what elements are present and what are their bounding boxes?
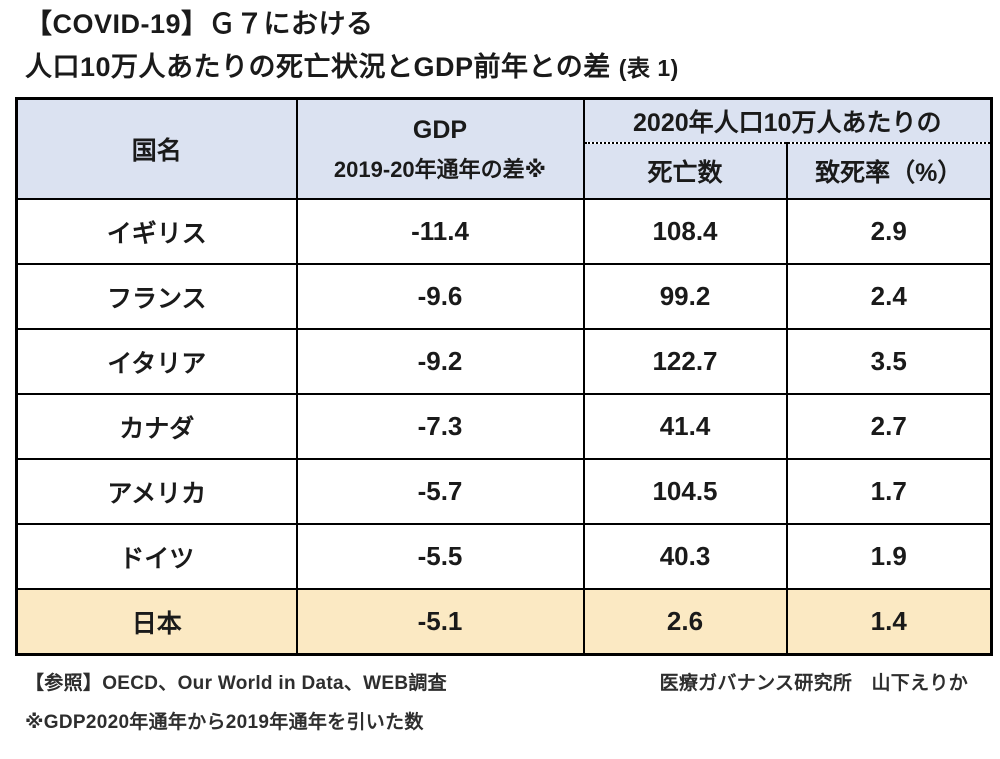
table-number-label: (表 1) [618,55,679,82]
title-line-2: 人口10万人あたりの死亡状況とGDP前年との差 (表 1) [25,51,1000,83]
table-row-uk: イギリス -11.4 108.4 2.9 [15,198,993,266]
country-cell: カナダ [15,393,298,461]
fatality-cell: 3.5 [785,328,993,396]
fatality-cell: 2.4 [785,263,993,331]
gdp-cell: -5.5 [295,523,585,591]
fatality-cell: 1.7 [785,458,993,526]
table-row-usa: アメリカ -5.7 104.5 1.7 [15,458,993,526]
gdp-cell: -5.1 [295,588,585,656]
gdp-footnote: ※GDP2020年通年から2019年通年を引いた数 [25,711,424,733]
table-row-canada: カナダ -7.3 41.4 2.7 [15,393,993,461]
country-cell: イギリス [15,198,298,266]
table-row-france: フランス -9.6 99.2 2.4 [15,263,993,331]
footer: 【参照】OECD、Our World in Data、WEB調査 医療ガバナンス… [25,668,968,695]
deaths-cell: 122.7 [582,328,788,396]
header-country: 国名 [15,97,298,201]
page-title: 【COVID-19】Ｇ７における 人口10万人あたりの死亡状況とGDP前年との差… [25,8,1000,84]
country-cell: イタリア [15,328,298,396]
gdp-cell: -9.2 [295,328,585,396]
covid-g7-table: 国名 GDP 2019-20年通年の差※ 2020年人口10万人あたりの 死亡数… [15,96,993,656]
header-gdp: GDP 2019-20年通年の差※ [295,97,585,201]
country-cell: アメリカ [15,458,298,526]
gdp-cell: -5.7 [295,458,585,526]
fatality-cell: 1.4 [785,588,993,656]
table-row-italy: イタリア -9.2 122.7 3.5 [15,328,993,396]
table-row-japan-highlighted: 日本 -5.1 2.6 1.4 [15,588,993,656]
gdp-cell: -9.6 [295,263,585,331]
table-body: イギリス -11.4 108.4 2.9 フランス -9.6 99.2 2.4 … [15,198,993,656]
deaths-cell: 41.4 [582,393,788,461]
deaths-cell: 108.4 [582,198,788,266]
country-cell: ドイツ [15,523,298,591]
header-gdp-line2: 2019-20年通年の差※ [333,156,547,182]
author-credit: 医療ガバナンス研究所 山下えりか [659,672,968,694]
fatality-cell: 2.9 [785,198,993,266]
header-per100k: 2020年人口10万人あたりの [582,97,993,145]
deaths-cell: 40.3 [582,523,788,591]
country-cell: 日本 [15,588,298,656]
title-line-2-text: 人口10万人あたりの死亡状況とGDP前年との差 [25,52,611,83]
fatality-cell: 2.7 [785,393,993,461]
gdp-cell: -7.3 [295,393,585,461]
table-header: 国名 GDP 2019-20年通年の差※ 2020年人口10万人あたりの 死亡数… [15,97,993,201]
gdp-cell: -11.4 [295,198,585,266]
table-row-germany: ドイツ -5.5 40.3 1.9 [15,523,993,591]
header-deaths: 死亡数 [582,142,788,201]
title-line-1: 【COVID-19】Ｇ７における [25,9,374,39]
header-fatality-rate: 致死率（%） [785,142,993,201]
fatality-cell: 1.9 [785,523,993,591]
country-cell: フランス [15,263,298,331]
deaths-cell: 104.5 [582,458,788,526]
deaths-cell: 2.6 [582,588,788,656]
source-reference: 【参照】OECD、Our World in Data、WEB調査 [25,672,447,694]
deaths-cell: 99.2 [582,263,788,331]
header-gdp-line1: GDP [412,116,468,145]
